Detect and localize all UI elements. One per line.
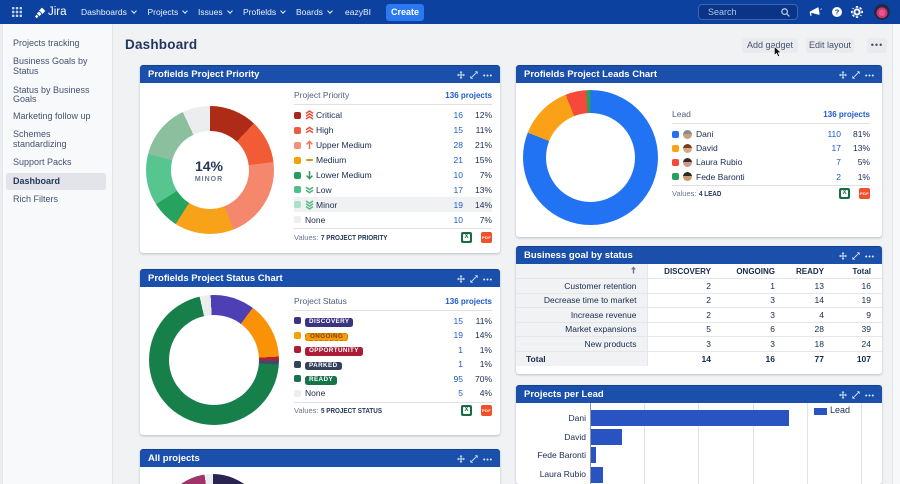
svg-text:?: ? — [834, 8, 839, 17]
